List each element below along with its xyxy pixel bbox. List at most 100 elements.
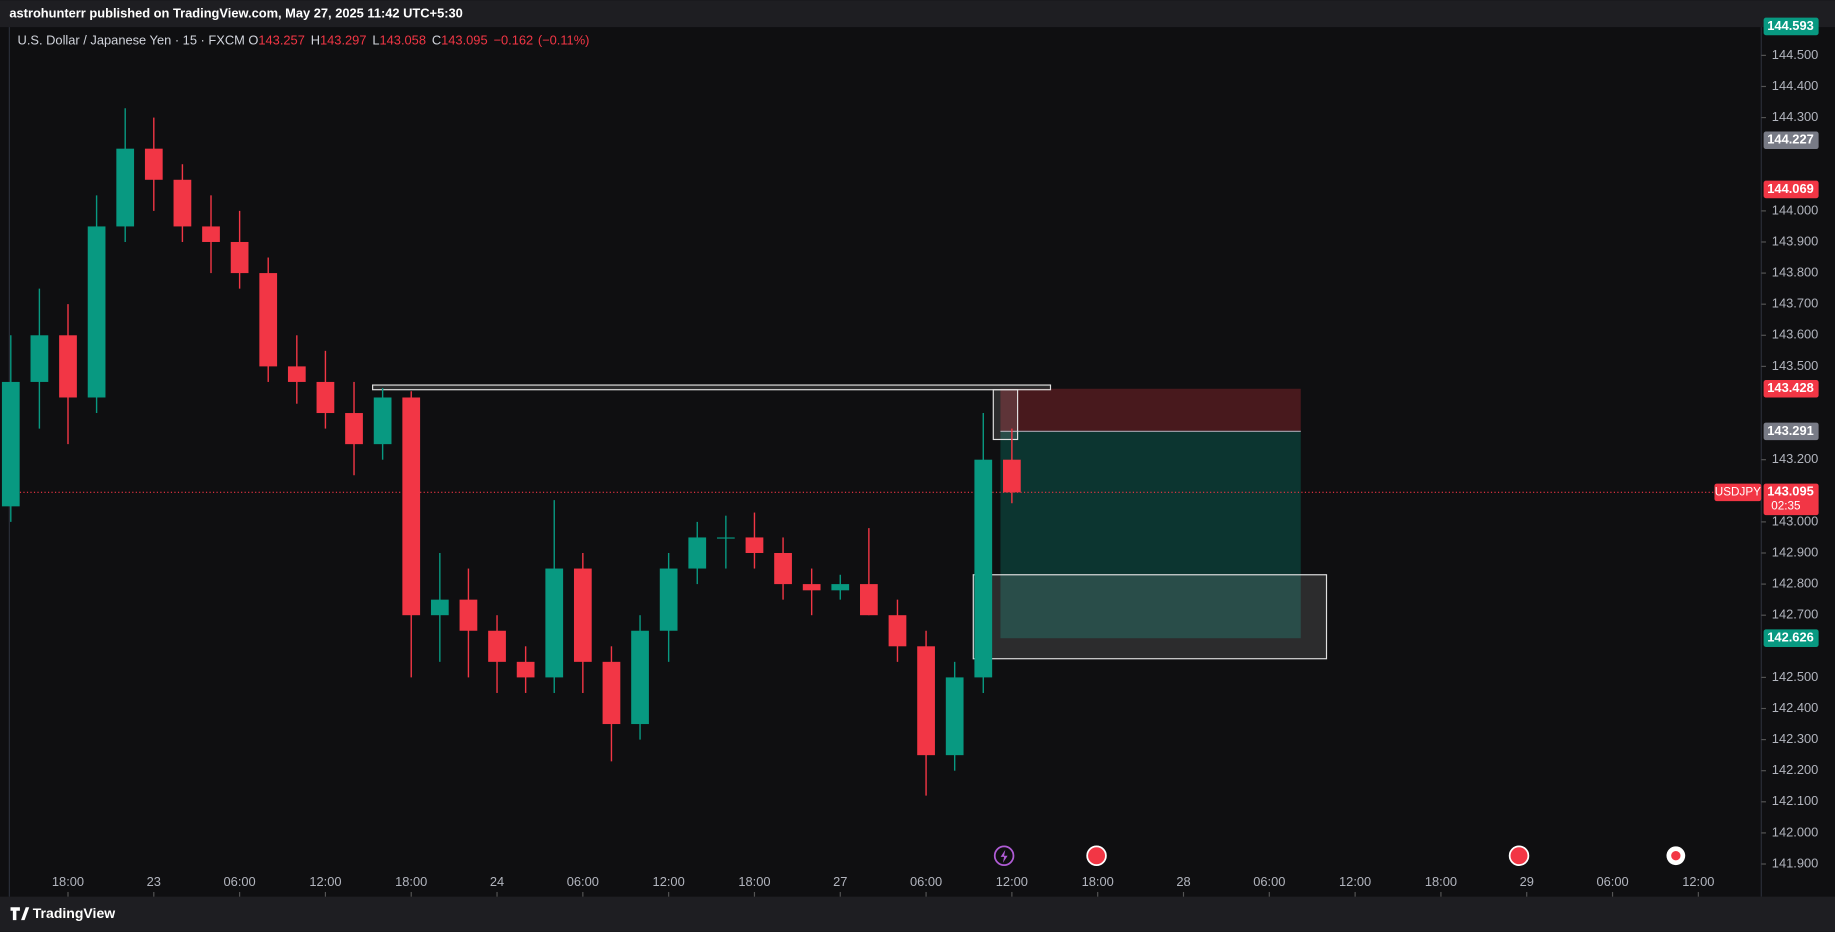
x-tick-label: 18:00	[738, 874, 770, 889]
x-tick-label: 18:00	[395, 874, 427, 889]
candle-body	[745, 537, 764, 553]
y-tick-label: 144.300	[1772, 109, 1818, 124]
x-tick-label: 12:00	[1682, 874, 1714, 889]
header-text: astrohunterr published on TradingView.co…	[9, 6, 462, 21]
x-tick-label: 23	[147, 874, 161, 889]
chart: 141.900 142.000 142.100 142.200 142.300 142.4…	[1, 17, 1819, 897]
price-label-bg	[1763, 380, 1819, 398]
legend-change: −0.162	[493, 33, 533, 48]
candle-body	[774, 552, 792, 585]
x-tick-label: 18:00	[1425, 874, 1457, 889]
candle-body	[173, 179, 192, 227]
price-label: 144.593	[1767, 18, 1813, 33]
x-tick-label: 28	[1176, 874, 1190, 889]
price-label: 143.291	[1767, 423, 1813, 438]
last-price-bg	[1763, 483, 1819, 516]
candle-body	[259, 273, 278, 367]
candle-body	[602, 661, 621, 725]
candle-body	[659, 568, 678, 631]
y-tick-label: 142.400	[1772, 700, 1818, 715]
drawn-box	[972, 574, 1328, 660]
logo	[10, 907, 30, 921]
legend-key: H	[311, 33, 320, 48]
candle-body	[1, 381, 20, 507]
x-tick-label: 06:00	[1253, 874, 1285, 889]
y-tick-label: 143.800	[1772, 264, 1818, 279]
event-icon	[1086, 845, 1107, 866]
price-label: 142.626	[1767, 630, 1813, 645]
candle-body	[860, 584, 878, 616]
y-tick-label: 141.900	[1772, 855, 1818, 870]
y-tick-label: 142.700	[1772, 607, 1818, 622]
footer-text: TradingView	[33, 905, 115, 921]
price-label: 144.069	[1767, 181, 1813, 196]
stop-zone	[1000, 388, 1301, 432]
y-tick-label: 142.900	[1772, 544, 1818, 559]
candle-body	[917, 646, 935, 756]
candle-body	[459, 599, 478, 631]
footer-bar	[0, 896, 1835, 932]
candle-body	[430, 599, 449, 616]
y-tick-label: 142.200	[1772, 762, 1818, 777]
y-tick-label: 143.700	[1772, 296, 1818, 311]
y-tick-label: 144.000	[1772, 202, 1818, 217]
x-tick-label: 18:00	[52, 874, 84, 889]
x-tick-label: 29	[1520, 874, 1534, 889]
event-icon	[1508, 845, 1530, 866]
price-label-bg	[1763, 422, 1819, 441]
y-tick-label: 142.000	[1772, 824, 1818, 839]
candle-body	[116, 148, 135, 227]
price-label-bg	[1763, 17, 1819, 36]
candle-body	[30, 335, 49, 382]
candle-body	[287, 366, 306, 382]
x-tick-label: 27	[833, 874, 847, 889]
legend-value: 143.297	[320, 33, 366, 48]
candle-body	[631, 630, 649, 725]
candle-body	[202, 226, 220, 242]
x-tick-label: 06:00	[567, 874, 599, 889]
price-label: 144.227	[1767, 132, 1813, 147]
y-tick-label: 144.400	[1772, 78, 1818, 93]
candle-body	[59, 335, 77, 398]
candle-body	[516, 661, 535, 678]
candle-body	[945, 677, 964, 756]
legend-value: 143.257	[258, 33, 304, 48]
price-label-bg	[1763, 131, 1819, 150]
countdown: 02:35	[1771, 499, 1801, 512]
x-tick-label: 12:00	[309, 874, 341, 889]
header-bar	[0, 0, 1835, 28]
x-tick-label: 18:00	[1082, 874, 1114, 889]
x-tick-label: 06:00	[224, 874, 256, 889]
legend-value: 143.095	[441, 33, 487, 48]
candle-body	[831, 584, 850, 591]
candle-body	[716, 537, 735, 539]
x-tick-label: 06:00	[1596, 874, 1628, 889]
y-tick-label: 143.500	[1772, 358, 1818, 373]
candle-body	[888, 615, 907, 647]
candle-body	[345, 413, 363, 445]
y-tick-label: 142.500	[1772, 669, 1818, 684]
candle-body	[545, 568, 564, 678]
price-label: 143.428	[1767, 380, 1813, 395]
candle-body	[316, 381, 335, 414]
candle-body	[87, 226, 106, 398]
legend-value: 143.058	[380, 33, 426, 48]
legend-key: O	[248, 33, 258, 48]
y-tick-label: 142.800	[1772, 576, 1818, 591]
y-tick-label: 143.000	[1772, 513, 1818, 528]
legend-change-pct: (−0.11%)	[538, 33, 590, 48]
x-tick-label: 06:00	[910, 874, 942, 889]
event-icon	[1000, 849, 1008, 863]
candle-body	[402, 397, 421, 616]
y-tick-label: 143.200	[1772, 451, 1818, 466]
legend-key: C	[432, 33, 441, 48]
y-tick-label: 143.600	[1772, 327, 1818, 342]
candle-body	[1003, 459, 1021, 493]
legend-title: U.S. Dollar / Japanese Yen · 15 · FXCM	[18, 33, 245, 48]
candle-body	[802, 584, 821, 591]
y-tick-label: 144.500	[1772, 47, 1818, 62]
candle-body	[974, 459, 993, 678]
target-zone	[1000, 431, 1301, 639]
